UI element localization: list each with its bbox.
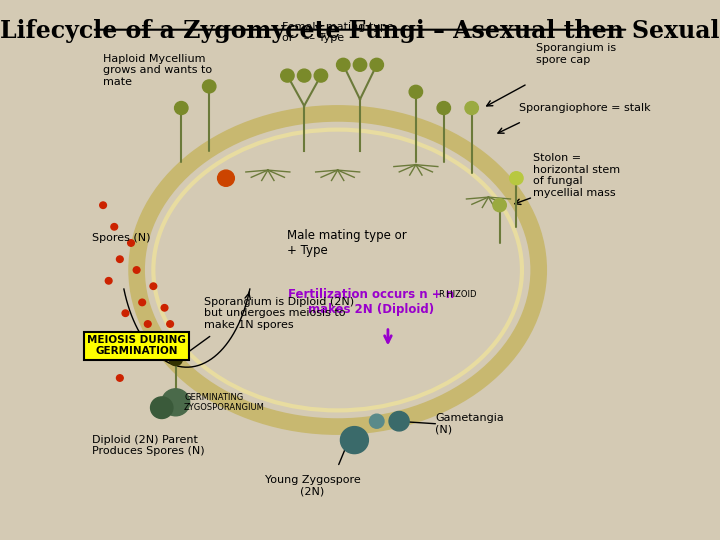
Circle shape bbox=[127, 240, 135, 246]
Text: Sporangiophore = stalk: Sporangiophore = stalk bbox=[519, 103, 651, 113]
Circle shape bbox=[145, 321, 151, 327]
Circle shape bbox=[297, 69, 311, 82]
Text: Female mating type
or   –– Type: Female mating type or –– Type bbox=[282, 22, 394, 43]
Circle shape bbox=[354, 58, 366, 71]
Circle shape bbox=[174, 102, 188, 114]
Text: Male mating type or
+ Type: Male mating type or + Type bbox=[287, 229, 407, 257]
Circle shape bbox=[161, 305, 168, 311]
Circle shape bbox=[493, 199, 506, 212]
Circle shape bbox=[162, 389, 189, 416]
Circle shape bbox=[133, 348, 140, 354]
Circle shape bbox=[167, 321, 174, 327]
Text: Diploid (2N) Parent
Produces Spores (N): Diploid (2N) Parent Produces Spores (N) bbox=[92, 435, 204, 456]
Circle shape bbox=[336, 58, 350, 71]
Circle shape bbox=[437, 102, 451, 114]
Circle shape bbox=[117, 375, 123, 381]
Circle shape bbox=[150, 397, 173, 418]
Circle shape bbox=[117, 256, 123, 262]
Circle shape bbox=[314, 69, 328, 82]
Circle shape bbox=[139, 299, 145, 306]
Circle shape bbox=[409, 85, 423, 98]
Circle shape bbox=[341, 427, 369, 454]
Circle shape bbox=[370, 58, 384, 71]
Circle shape bbox=[465, 102, 478, 114]
Circle shape bbox=[122, 310, 129, 316]
Circle shape bbox=[369, 414, 384, 428]
Text: Spores (N): Spores (N) bbox=[92, 233, 150, 242]
Circle shape bbox=[105, 278, 112, 284]
Circle shape bbox=[510, 172, 523, 185]
Circle shape bbox=[169, 353, 182, 366]
Circle shape bbox=[281, 69, 294, 82]
Text: Fertilization occurs n + n
makes 2N (Diploid): Fertilization occurs n + n makes 2N (Dip… bbox=[288, 288, 454, 316]
Text: GERMINATING
ZYGOSPORANGIUM: GERMINATING ZYGOSPORANGIUM bbox=[184, 393, 265, 412]
Circle shape bbox=[217, 170, 234, 186]
Text: Gametangia
(N): Gametangia (N) bbox=[436, 413, 504, 435]
Circle shape bbox=[156, 337, 162, 343]
Text: Sporangium is Diploid (2N)
but undergoes meiosis to
make 1N spores: Sporangium is Diploid (2N) but undergoes… bbox=[204, 296, 354, 330]
Circle shape bbox=[150, 283, 157, 289]
Text: MEIOSIS DURING
GERMINATION: MEIOSIS DURING GERMINATION bbox=[87, 335, 186, 356]
Circle shape bbox=[133, 267, 140, 273]
Circle shape bbox=[111, 224, 117, 230]
Text: Haploid Mycellium
grows and wants to
mate: Haploid Mycellium grows and wants to mat… bbox=[103, 53, 212, 87]
Circle shape bbox=[389, 411, 409, 431]
Text: Stolon =
horizontal stem
of fungal
mycellial mass: Stolon = horizontal stem of fungal mycel… bbox=[533, 153, 620, 198]
Circle shape bbox=[100, 202, 107, 208]
Circle shape bbox=[111, 348, 117, 354]
Circle shape bbox=[202, 80, 216, 93]
Circle shape bbox=[127, 332, 135, 338]
Text: Young Zygospore
(2N): Young Zygospore (2N) bbox=[265, 475, 361, 497]
Text: R.HIZOID: R.HIZOID bbox=[438, 290, 477, 299]
Text: Lifecycle of a Zygomycete Fungi – Asexual then Sexual: Lifecycle of a Zygomycete Fungi – Asexua… bbox=[0, 19, 720, 43]
Text: Sporangium is
spore cap: Sporangium is spore cap bbox=[536, 43, 616, 65]
